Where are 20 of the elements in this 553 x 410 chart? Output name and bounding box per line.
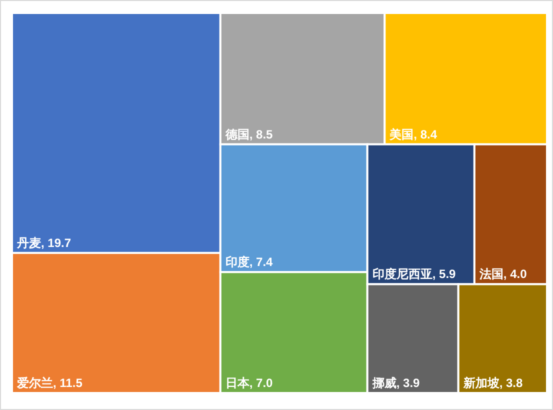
category-label: 日本 — [225, 376, 250, 390]
data-label: , 8.5 — [249, 127, 274, 142]
data-label: , 3.8 — [499, 376, 524, 390]
category-label: 印度尼西亚 — [372, 267, 432, 282]
category-label: 德国 — [224, 127, 250, 142]
category-label: 丹麦 — [16, 236, 41, 250]
category-label: 新加坡 — [462, 376, 500, 390]
data-label: , 7.0 — [249, 376, 274, 390]
category-label: 美国 — [388, 127, 414, 142]
data-label: , 4.0 — [503, 267, 528, 282]
data-label: , 11.5 — [53, 376, 83, 390]
category-label: 法国 — [478, 267, 504, 282]
data-label: , 5.9 — [432, 267, 456, 282]
data-label: , 3.9 — [396, 376, 420, 390]
category-label: 爱尔兰 — [16, 376, 53, 390]
data-label: , 8.4 — [414, 127, 438, 142]
category-label: 印度 — [225, 255, 250, 270]
category-label: 挪威 — [371, 376, 396, 390]
data-label: , 19.7 — [41, 236, 72, 250]
data-label: , 7.4 — [249, 255, 274, 270]
